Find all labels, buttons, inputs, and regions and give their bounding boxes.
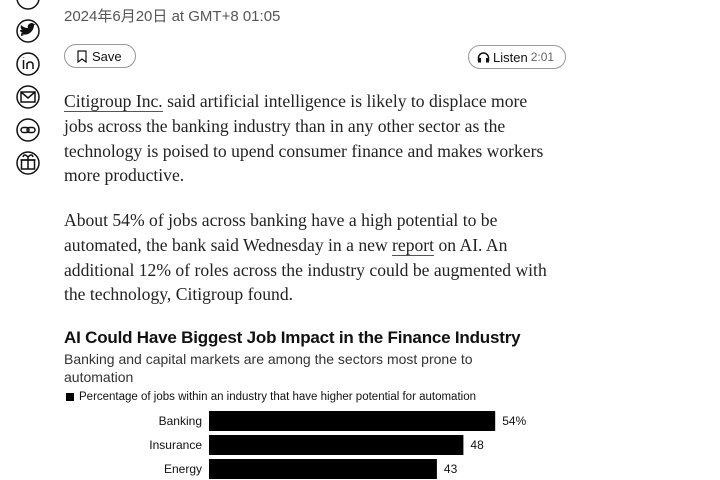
text: said artificial intelligence is likely t… bbox=[64, 91, 544, 186]
date: 2024年6月20日 at GMT+8 01:05 bbox=[64, 8, 281, 25]
facebook-icon[interactable] bbox=[16, 0, 40, 10]
legend-label: Percentage of jobs within an industry th… bbox=[79, 391, 476, 403]
category-label: Energy bbox=[164, 462, 202, 476]
paragraph: Citigroup Inc. said artificial intellige… bbox=[64, 89, 554, 188]
save-label: Save bbox=[92, 48, 122, 64]
chart-subtitle: Banking and capital markets are among th… bbox=[64, 351, 473, 385]
email-icon[interactable] bbox=[16, 85, 40, 109]
twitter-icon[interactable] bbox=[16, 19, 40, 43]
company-link[interactable]: Citigroup Inc. bbox=[64, 91, 163, 112]
bar bbox=[209, 435, 464, 455]
save-button[interactable]: Save bbox=[64, 44, 136, 68]
email-glyph bbox=[20, 91, 36, 103]
headphones-icon bbox=[477, 52, 490, 63]
bar bbox=[209, 459, 437, 479]
paragraph: About 54% of jobs across banking have a … bbox=[64, 208, 554, 307]
twitter-glyph bbox=[20, 23, 36, 36]
link-glyph bbox=[26, 126, 36, 134]
link-icon[interactable] bbox=[16, 118, 40, 142]
report-link[interactable]: report bbox=[392, 234, 435, 256]
text: About 54% of jobs across banking have a … bbox=[64, 210, 498, 255]
share-bar bbox=[16, 0, 40, 175]
listen-button[interactable]: Listen 2:01 bbox=[468, 45, 566, 69]
category-label: Insurance bbox=[149, 438, 202, 452]
chart-title: AI Could Have Biggest Job Impact in the … bbox=[64, 328, 521, 347]
gift-bow bbox=[20, 154, 36, 169]
listen-label: Listen bbox=[493, 49, 528, 65]
value-label: 43 bbox=[444, 462, 458, 476]
value-label: 54% bbox=[502, 414, 526, 428]
legend: Percentage of jobs within an industry th… bbox=[66, 391, 476, 403]
legend-swatch bbox=[66, 393, 74, 401]
bookmark-icon bbox=[77, 49, 87, 63]
chart: Banking 54% Insurance 48 Energy 43 bbox=[149, 411, 527, 479]
link-glyph bbox=[20, 126, 30, 134]
value-label: 48 bbox=[470, 438, 484, 452]
linkedin-icon[interactable] bbox=[16, 52, 40, 76]
gift-icon[interactable] bbox=[16, 151, 40, 175]
category-label: Banking bbox=[159, 414, 202, 428]
bar bbox=[209, 411, 496, 431]
linkedin-glyph bbox=[22, 57, 34, 69]
text: on AI. An additional 12% of roles across… bbox=[64, 234, 547, 305]
listen-duration: 2:01 bbox=[530, 50, 555, 64]
email-flap bbox=[20, 91, 36, 99]
